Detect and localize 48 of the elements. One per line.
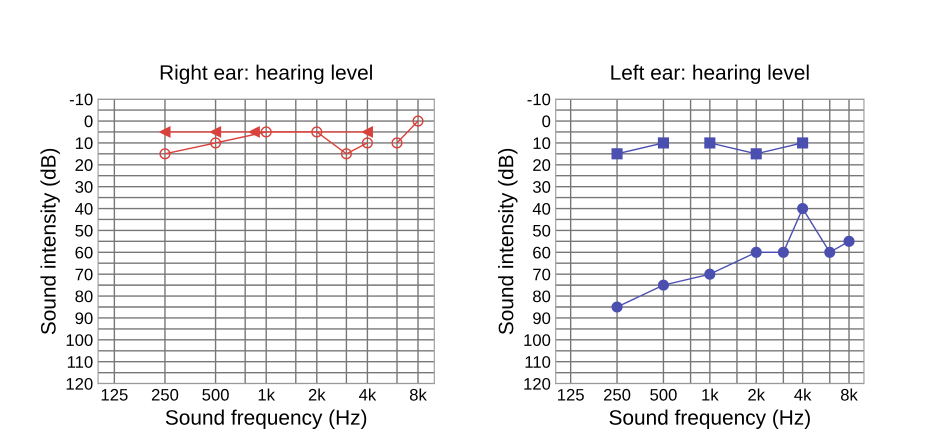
y-tick-label: 40: [75, 202, 93, 215]
y-tick-label: 90: [75, 312, 93, 324]
y-tick-label: 0: [542, 115, 550, 128]
x-tick-label: 1k: [702, 388, 719, 401]
y-tick-label: 110: [526, 356, 550, 368]
y-tick-label: 30: [75, 181, 93, 193]
x-tick-label: 2k: [308, 388, 326, 401]
y-tick-label: 50: [75, 224, 93, 237]
y-tick-label: 0: [84, 115, 93, 128]
y-axis-title: Sound intensity (dB): [40, 148, 60, 334]
x-tick-label: 2k: [748, 388, 766, 401]
y-tick-label: 80: [75, 290, 93, 302]
chart-title: Right ear: hearing level: [160, 64, 372, 84]
y-tick-label: 30: [532, 181, 550, 193]
x-tick-label: 250: [152, 388, 178, 401]
y-tick-label: 100: [66, 334, 93, 346]
x-axis-title: Sound frequency (Hz): [166, 410, 366, 429]
y-tick-label: 10: [534, 137, 550, 150]
x-tick-label: 125: [558, 388, 584, 401]
x-tick-label: 8k: [840, 388, 858, 401]
y-tick-label: -10: [528, 94, 550, 106]
x-tick-label: 500: [202, 388, 229, 401]
y-tick-label: 70: [76, 268, 93, 280]
y-tick-label: 60: [76, 246, 93, 259]
y-tick-label: -10: [70, 94, 93, 106]
y-tick-label: 80: [533, 290, 550, 302]
x-tick-label: 250: [604, 388, 630, 401]
y-tick-label: 100: [524, 334, 550, 346]
y-tick-label: 10: [76, 137, 93, 150]
y-tick-label: 20: [76, 159, 93, 171]
y-tick-label: 70: [533, 268, 550, 280]
x-tick-label: 1k: [258, 388, 276, 401]
y-tick-label: 50: [533, 224, 550, 237]
y-tick-label: 60: [533, 246, 550, 259]
y-tick-label: 90: [533, 312, 550, 324]
x-tick-label: 4k: [358, 388, 376, 401]
x-tick-label: 125: [102, 388, 128, 401]
y-tick-label: 120: [66, 378, 93, 390]
chart-title: Left ear: hearing level: [611, 64, 809, 84]
x-tick-label: 4k: [794, 388, 812, 401]
y-axis-title: Sound intensity (dB): [498, 148, 518, 334]
y-tick-label: 120: [524, 378, 550, 390]
x-tick-label: 500: [650, 388, 677, 401]
y-tick-label: 40: [532, 202, 550, 215]
y-tick-label: 20: [533, 159, 550, 171]
x-tick-label: 8k: [410, 388, 427, 401]
y-tick-label: 110: [68, 356, 93, 368]
x-axis-title: Sound frequency (Hz): [609, 410, 810, 429]
